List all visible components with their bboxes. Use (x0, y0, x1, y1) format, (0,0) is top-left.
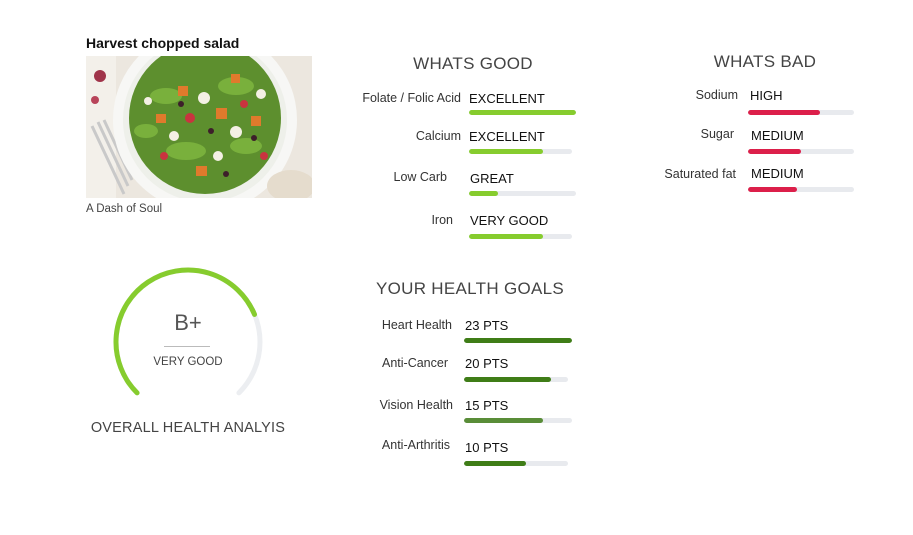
recipe-title: Harvest chopped salad (86, 35, 240, 51)
bad-bar-sodium (748, 110, 854, 115)
bad-section-title: WHATS BAD (713, 52, 817, 71)
goal-value-vision-health: 15 PTS (465, 398, 509, 413)
bad-value-sodium: HIGH (750, 88, 783, 103)
good-bar-low-carb (469, 191, 576, 196)
salad-image (86, 56, 312, 198)
goals-section-title: YOUR HEALTH GOALS (375, 279, 565, 298)
bad-bar-fill (748, 110, 821, 115)
goal-label-anti-arthritis: Anti-Arthritis (381, 438, 450, 452)
bad-bar-fill (748, 149, 801, 154)
good-label-low-carb: Low Carb (393, 170, 448, 184)
bad-label-saturated-fat: Saturated fat (664, 167, 736, 181)
good-value-folate: EXCELLENT (469, 91, 545, 106)
good-bar-folate (469, 110, 576, 115)
good-label-iron: Iron (431, 213, 453, 227)
good-section-title: WHATS GOOD (413, 54, 533, 73)
good-label-folate: Folate / Folic Acid (362, 91, 461, 105)
recipe-source[interactable]: A Dash of Soul (86, 203, 163, 215)
goal-bar-vision-health (464, 418, 572, 423)
goal-bar-anti-arthritis (464, 461, 568, 466)
good-value-calcium: EXCELLENT (469, 129, 545, 144)
good-label-calcium: Calcium (415, 129, 461, 143)
good-bar-fill (469, 234, 544, 239)
good-bar-calcium (469, 149, 572, 154)
overall-rating: VERY GOOD (153, 356, 223, 368)
salad-photo[interactable] (86, 56, 312, 198)
goal-label-vision-health: Vision Health (379, 398, 453, 412)
overall-caption: OVERALL HEALTH ANALYIS (90, 420, 286, 436)
bad-bar-saturated-fat (748, 187, 854, 192)
bad-label-sodium: Sodium (695, 88, 738, 102)
bad-bar-sugar (748, 149, 854, 154)
goal-bar-heart-health (464, 338, 572, 343)
gauge-ring (113, 267, 263, 396)
good-bar-fill (469, 191, 498, 196)
gauge-divider (164, 346, 210, 347)
good-value-iron: VERY GOOD (470, 213, 549, 228)
goal-bar-fill (464, 377, 552, 382)
goal-label-anti-cancer: Anti-Cancer (382, 356, 448, 370)
bad-value-saturated-fat: MEDIUM (751, 166, 804, 181)
goal-bar-fill (464, 461, 527, 466)
goal-value-heart-health: 23 PTS (465, 318, 509, 333)
good-bar-iron (469, 234, 572, 239)
gauge-fill (113, 267, 258, 396)
good-bar-fill (469, 149, 544, 154)
goal-bar-fill (464, 338, 572, 343)
goal-label-heart-health: Heart Health (381, 318, 452, 332)
bad-value-sugar: MEDIUM (751, 128, 804, 143)
good-bar-fill (469, 110, 576, 115)
bad-bar-fill (748, 187, 797, 192)
bad-label-sugar: Sugar (700, 127, 734, 141)
goal-bar-anti-cancer (464, 377, 568, 382)
overall-grade: B+ (174, 310, 202, 335)
goal-value-anti-arthritis: 10 PTS (465, 440, 509, 455)
good-value-low-carb: GREAT (470, 171, 514, 186)
overall-gauge (113, 267, 263, 403)
goal-bar-fill (464, 418, 543, 423)
goal-value-anti-cancer: 20 PTS (465, 356, 509, 371)
